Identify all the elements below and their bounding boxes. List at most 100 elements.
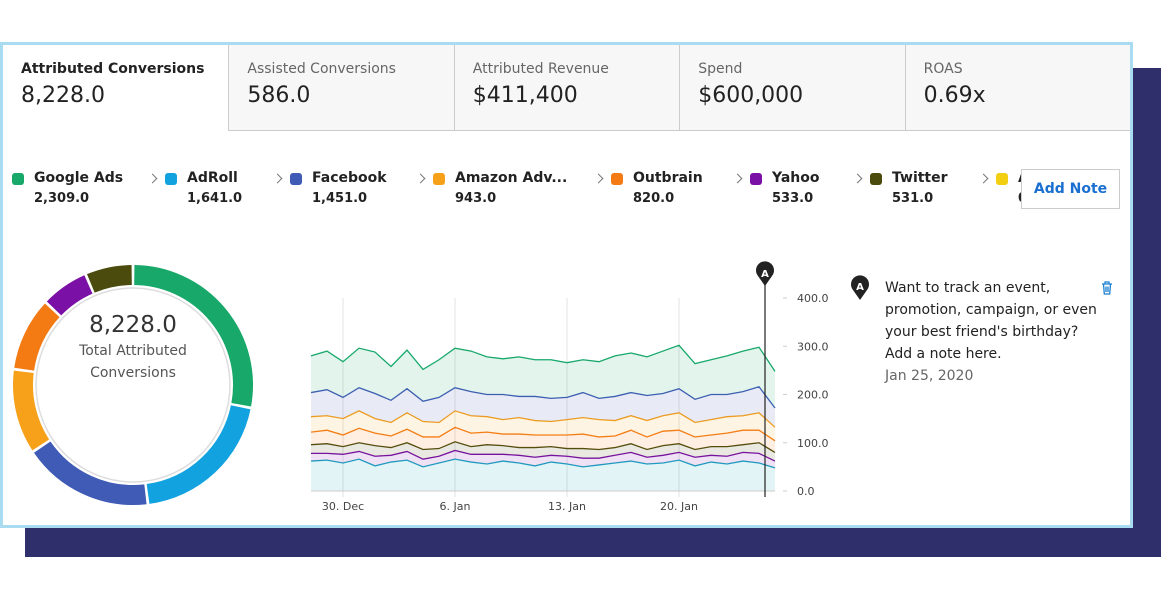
tab-value: 0.69x bbox=[923, 83, 986, 108]
channel[interactable]: Google Ads 2,309.0 bbox=[10, 170, 158, 206]
note-date: Jan 25, 2020 bbox=[885, 368, 974, 384]
add-note-button[interactable]: Add Note bbox=[1021, 169, 1120, 209]
channel-value: 533.0 bbox=[772, 191, 844, 206]
tab-label: Attributed Revenue bbox=[472, 61, 609, 77]
area-fill bbox=[311, 459, 775, 491]
channel-name: AdRoll bbox=[187, 170, 238, 186]
y-tick-label: 300.0 bbox=[797, 340, 829, 353]
channel-name: Yahoo bbox=[772, 170, 820, 186]
channel-swatch bbox=[611, 173, 623, 185]
channel[interactable]: Facebook 1,451.0 bbox=[288, 170, 426, 206]
donut-segment bbox=[46, 275, 93, 316]
x-tick-label: 20. Jan bbox=[660, 500, 698, 513]
channel-value-text: 533.0 bbox=[772, 191, 814, 206]
x-tick-label: 6. Jan bbox=[440, 500, 471, 513]
channel-name: Outbrain bbox=[633, 170, 703, 186]
channel-value: 531.0 bbox=[892, 191, 970, 206]
series-line bbox=[310, 458, 776, 469]
donut-segment bbox=[14, 303, 60, 371]
channel-value: 820.0 bbox=[633, 191, 724, 206]
donut-center: 8,228.0 Total Attributed Conversions bbox=[33, 312, 233, 384]
channel-value: 1,451.0 bbox=[312, 191, 407, 206]
channel-value: 2,309.0 bbox=[34, 191, 139, 206]
metric-tab[interactable]: Spend $600,000 bbox=[679, 45, 905, 131]
channel-swatch bbox=[290, 173, 302, 185]
channel-swatch bbox=[750, 173, 762, 185]
donut-inner-ring bbox=[35, 287, 231, 483]
note-marker-pin: A bbox=[756, 261, 774, 286]
metric-tab[interactable]: Assisted Conversions 586.0 bbox=[228, 45, 454, 131]
channel-name: Amazon Adv... bbox=[455, 170, 568, 186]
pin-label: A bbox=[761, 269, 769, 280]
area-fill bbox=[311, 386, 775, 428]
channel[interactable]: Twitter 531.0 bbox=[868, 170, 989, 206]
tab-label: Spend bbox=[698, 61, 743, 77]
channel[interactable]: Outbrain 820.0 bbox=[609, 170, 743, 206]
channel[interactable]: Amazon Adv... 943.0 bbox=[431, 170, 604, 206]
channel-swatch bbox=[433, 173, 445, 185]
donut-segment bbox=[33, 441, 147, 505]
area-fill bbox=[311, 441, 775, 462]
delete-icon[interactable] bbox=[1102, 281, 1112, 295]
metric-tabs: Attributed Conversions 8,228.0 Assisted Co… bbox=[3, 45, 1131, 132]
channel-swatch bbox=[165, 173, 177, 185]
note: Want to track an event, promotion, campa… bbox=[885, 277, 1107, 387]
channel-value-text: 820.0 bbox=[633, 191, 675, 206]
metric-tab[interactable]: ROAS 0.69x bbox=[904, 45, 1131, 131]
channel-name: Twitter bbox=[892, 170, 948, 186]
donut-segment bbox=[146, 405, 251, 504]
x-tick-label: 30. Dec bbox=[322, 500, 364, 513]
channel[interactable]: Yahoo 533.0 bbox=[748, 170, 863, 206]
channel-value-text: 943.0 bbox=[455, 191, 497, 206]
note-text: Want to track an event, promotion, campa… bbox=[885, 280, 1097, 362]
pin-shape bbox=[756, 261, 774, 286]
channel-swatch bbox=[12, 173, 24, 185]
donut-segment bbox=[133, 265, 253, 407]
tab-value: 8,228.0 bbox=[21, 83, 105, 108]
tab-label: ROAS bbox=[923, 61, 963, 77]
channel-swatch bbox=[870, 173, 882, 185]
metric-tab[interactable]: Attributed Conversions 8,228.0 bbox=[3, 45, 229, 131]
note-pin: A bbox=[851, 275, 869, 300]
area-fill bbox=[311, 410, 775, 441]
channel-value-text: 2,309.0 bbox=[34, 191, 90, 206]
channel-swatch bbox=[996, 173, 1008, 185]
y-tick-label: 200.0 bbox=[797, 389, 829, 402]
y-tick-label: 100.0 bbox=[797, 437, 829, 450]
tab-value: 586.0 bbox=[247, 83, 311, 108]
area-fill bbox=[311, 427, 775, 453]
series-line bbox=[310, 410, 776, 428]
channel-value: 1,641.0 bbox=[187, 191, 264, 206]
tab-label: Assisted Conversions bbox=[247, 61, 396, 77]
donut-segment bbox=[86, 265, 133, 293]
series-line bbox=[310, 441, 776, 453]
plot-area bbox=[311, 298, 775, 491]
series-line bbox=[311, 449, 776, 462]
series-line bbox=[310, 386, 776, 409]
area-fill bbox=[311, 450, 775, 468]
series-line bbox=[310, 344, 776, 372]
note-marker: A bbox=[856, 282, 864, 293]
dashboard-card: Attributed Conversions 8,228.0 Assisted Co… bbox=[0, 42, 1133, 528]
area-fill bbox=[311, 345, 775, 409]
y-tick-label: 0.0 bbox=[797, 485, 815, 498]
tab-value: $600,000 bbox=[698, 83, 804, 108]
metric-tab[interactable]: Attributed Revenue $411,400 bbox=[453, 45, 680, 131]
donut-label: Total Attributed Conversions bbox=[79, 343, 187, 381]
tab-label: Attributed Conversions bbox=[21, 61, 205, 77]
channel[interactable]: AdRoll 1,641.0 bbox=[163, 170, 283, 206]
channel-value-text: 1,451.0 bbox=[312, 191, 368, 206]
channel-name: Google Ads bbox=[34, 170, 124, 186]
channel-value-text: 1,641.0 bbox=[187, 191, 243, 206]
tab-value: $411,400 bbox=[472, 83, 578, 108]
y-tick-label: 400.0 bbox=[797, 292, 829, 305]
channel-value-text: 531.0 bbox=[892, 191, 934, 206]
channel-name: Facebook bbox=[312, 170, 387, 186]
series-line bbox=[310, 426, 776, 442]
channel-value: 943.0 bbox=[455, 191, 585, 206]
donut-total: 8,228.0 bbox=[89, 312, 177, 338]
donut-segment bbox=[13, 370, 50, 451]
x-tick-label: 13. Jan bbox=[548, 500, 586, 513]
